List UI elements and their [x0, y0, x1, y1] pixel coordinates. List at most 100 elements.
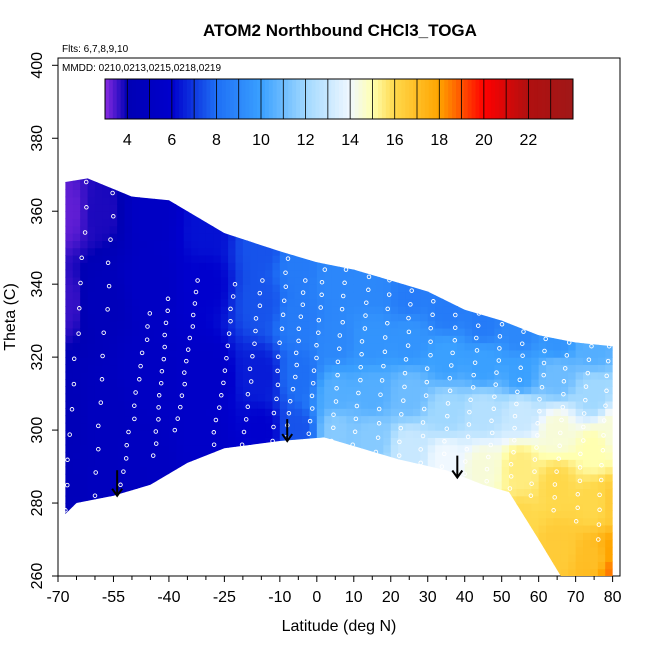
heatmap-cell: [339, 488, 347, 497]
heatmap-cell: [361, 517, 370, 526]
colorbar-segment: [163, 79, 168, 119]
heatmap-cell: [117, 459, 126, 468]
heatmap-cell: [294, 415, 303, 424]
sample-point: [418, 460, 423, 466]
heatmap-cell: [353, 349, 362, 358]
heatmap-cell: [420, 437, 429, 446]
heatmap-cell: [568, 371, 577, 380]
heatmap-cell: [242, 408, 251, 417]
heatmap-cell: [375, 342, 384, 351]
heatmap-cell: [139, 400, 148, 409]
heatmap-cell: [531, 233, 540, 241]
heatmap-cell: [472, 269, 481, 278]
heatmap-cell: [412, 284, 421, 293]
heatmap-cell: [509, 225, 518, 234]
heatmap-cell: [383, 408, 392, 417]
heatmap-cell: [412, 473, 421, 482]
heatmap-cell: [316, 437, 325, 446]
heatmap-cell: [509, 284, 518, 293]
heatmap-cell: [316, 510, 325, 519]
colorbar-segment: [151, 79, 157, 119]
heatmap-cell: [198, 335, 207, 344]
heatmap-cell: [168, 393, 177, 402]
heatmap-cell: [368, 313, 377, 322]
heatmap-cell: [472, 182, 481, 190]
heatmap-cell: [294, 510, 303, 519]
sample-point: [350, 442, 355, 447]
heatmap-cell: [361, 393, 370, 402]
heatmap-cell: [494, 298, 503, 307]
heatmap-cell: [412, 240, 421, 249]
heatmap-cell: [102, 576, 110, 584]
heatmap-cell: [472, 313, 481, 322]
heatmap-cell: [191, 386, 200, 395]
heatmap-cell: [168, 313, 177, 322]
heatmap-cell: [102, 481, 111, 490]
heatmap-cell: [146, 357, 155, 366]
heatmap-cell: [516, 291, 525, 300]
heatmap-cell: [516, 298, 525, 307]
heatmap-cell: [390, 561, 399, 570]
heatmap-cell: [228, 481, 237, 490]
heatmap-cell: [154, 488, 163, 497]
heatmap-cell: [538, 189, 547, 198]
heatmap-cell: [375, 182, 384, 190]
heatmap-cell: [368, 269, 377, 278]
heatmap-cell: [427, 306, 436, 314]
heatmap-cell: [302, 225, 311, 234]
heatmap-cell: [220, 503, 229, 511]
heatmap-cell: [472, 488, 481, 497]
heatmap-cell: [309, 211, 318, 220]
heatmap-cell: [383, 495, 392, 504]
heatmap-cell: [390, 320, 399, 329]
heatmap-cell: [375, 203, 384, 212]
heatmap-cell: [205, 327, 214, 336]
heatmap-cell: [324, 546, 333, 555]
heatmap-cell: [191, 182, 200, 190]
heatmap-cell: [117, 576, 125, 584]
heatmap-cell: [449, 430, 458, 438]
sample-point: [316, 317, 322, 323]
heatmap-cell: [176, 276, 185, 285]
heatmap-cell: [176, 495, 185, 504]
heatmap-cell: [94, 437, 103, 446]
heatmap-cell: [279, 291, 288, 300]
heatmap-cell: [353, 189, 362, 198]
annotation-dates: MMDD: 0210,0213,0215,0218,0219: [62, 63, 221, 74]
heatmap-cell: [398, 379, 407, 387]
heatmap-cell: [339, 218, 347, 227]
heatmap-cell: [413, 167, 421, 175]
heatmap-cell: [154, 379, 163, 387]
heatmap-cell: [449, 481, 458, 490]
heatmap-cell: [302, 488, 311, 497]
heatmap-cell: [235, 466, 244, 475]
heatmap-cell: [154, 444, 163, 453]
heatmap-cell: [479, 532, 488, 541]
heatmap-cell: [213, 327, 222, 336]
heatmap-cell: [435, 349, 444, 358]
heatmap-cell: [442, 335, 451, 344]
heatmap-cell: [65, 393, 66, 402]
heatmap-cell: [265, 203, 274, 212]
heatmap-cell: [368, 546, 377, 555]
heatmap-cell: [583, 342, 592, 351]
heatmap-cell: [109, 546, 118, 555]
heatmap-cell: [154, 539, 163, 548]
heatmap-cell: [449, 568, 458, 576]
sample-point: [159, 368, 165, 374]
heatmap-cell: [80, 327, 89, 336]
heatmap-cell: [235, 371, 244, 380]
heatmap-cell: [361, 211, 370, 220]
heatmap-cell: [420, 254, 429, 263]
colorbar-segment: [409, 79, 414, 119]
heatmap-cell: [235, 539, 244, 548]
heatmap-cell: [560, 517, 569, 526]
heatmap-cell: [80, 408, 89, 417]
heatmap-cell: [457, 182, 466, 190]
heatmap-cell: [391, 576, 399, 584]
heatmap-cell: [257, 437, 266, 446]
heatmap-cell: [65, 203, 74, 212]
heatmap-cell: [457, 408, 466, 417]
colorbar-segment: [456, 79, 461, 119]
heatmap-cell: [523, 327, 532, 336]
